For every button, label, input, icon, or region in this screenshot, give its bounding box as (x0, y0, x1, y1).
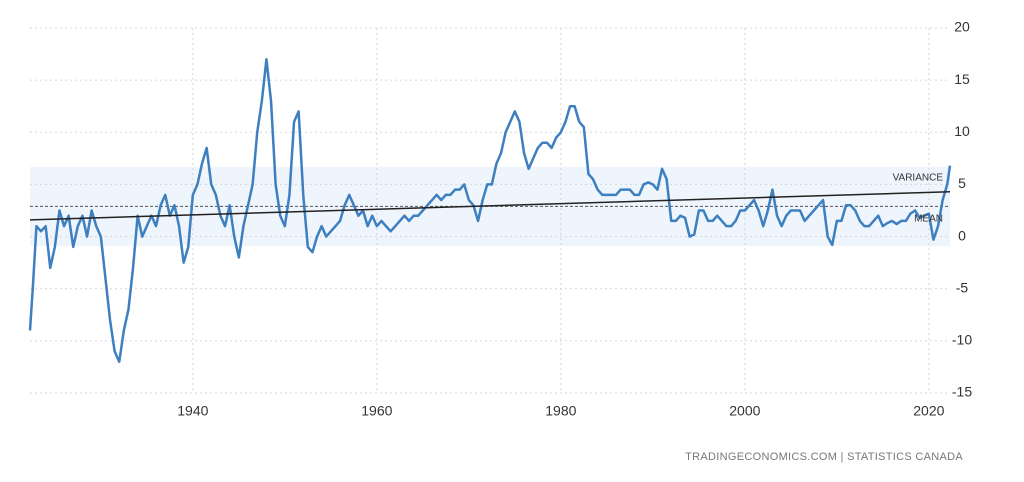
y-tick-label: -15 (952, 384, 972, 400)
x-tick-label: 2020 (913, 403, 944, 419)
y-tick-label: 15 (954, 71, 970, 87)
variance-label: VARIANCE (893, 173, 944, 184)
x-tick-label: 1940 (177, 403, 208, 419)
data-line (28, 58, 952, 363)
y-tick-label: 10 (954, 123, 970, 139)
y-tick-label: -5 (956, 279, 969, 295)
y-tick-label: 0 (958, 227, 966, 243)
y-tick-label: 20 (954, 19, 970, 35)
y-tick-label: 5 (958, 175, 966, 191)
y-tick-label: -10 (952, 332, 972, 348)
trend-line (29, 190, 951, 221)
mean-label: MEAN (914, 214, 943, 225)
x-tick-label: 2000 (729, 403, 760, 419)
x-tick-label: 1980 (545, 403, 576, 419)
x-tick-label: 1960 (361, 403, 392, 419)
source: TRADINGECONOMICS.COM | STATISTICS CANADA (685, 451, 963, 463)
